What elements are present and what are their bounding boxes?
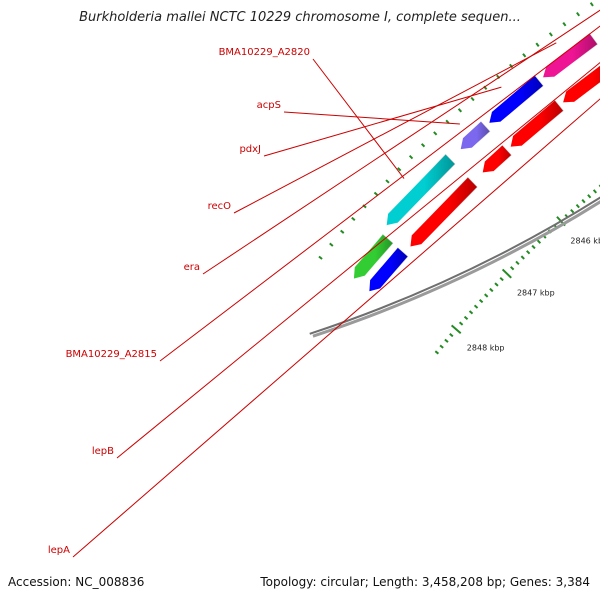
- gene-track-tick: [408, 155, 414, 160]
- gene-track-tick: [385, 179, 390, 184]
- backbone-line: [312, 200, 600, 338]
- minor-tick: [592, 189, 598, 194]
- minor-tick: [458, 321, 464, 326]
- minor-tick: [434, 350, 440, 355]
- minor-tick: [494, 282, 499, 287]
- outer-gene-arrow-shade: [353, 233, 394, 280]
- gene-track-tick: [509, 63, 514, 69]
- minor-tick: [444, 338, 449, 343]
- gene-track-tick: [535, 42, 540, 47]
- cds-arrow-shade: [482, 144, 512, 174]
- label-leader-line: [202, 9, 600, 275]
- gene-track-tick: [470, 96, 475, 102]
- gene-track-tick: [548, 32, 553, 37]
- cds-layer: [409, 64, 600, 248]
- label-leader-line: [233, 42, 557, 214]
- minor-tick: [478, 298, 484, 304]
- minor-tick: [531, 244, 536, 250]
- gene-track-tick: [457, 108, 463, 113]
- gene-label-acps[interactable]: acpS: [257, 100, 281, 111]
- backbone-line: [309, 196, 600, 335]
- minor-tick: [468, 310, 474, 315]
- label-leader-line: [159, 25, 600, 362]
- minor-tick: [473, 304, 479, 309]
- gene-label-era[interactable]: era: [184, 262, 200, 273]
- tick-label: 2846 kbp: [570, 237, 600, 246]
- gene-arrow-shade: [542, 32, 598, 78]
- gene-track-tick: [397, 167, 402, 172]
- gene-layer: [352, 32, 599, 293]
- minor-tick: [484, 293, 489, 298]
- gene-label-pdxj[interactable]: pdxJ: [239, 144, 261, 155]
- outer-gene-arrow-shade: [368, 247, 409, 292]
- minor-tick: [581, 198, 586, 204]
- gene-label-lepb[interactable]: lepB: [92, 446, 114, 457]
- minor-tick: [536, 239, 542, 244]
- gene-track-tick: [329, 242, 334, 247]
- major-tick: [501, 268, 512, 279]
- label-leader-line: [72, 98, 600, 558]
- minor-tick: [489, 287, 494, 293]
- minor-tick: [570, 208, 575, 214]
- gene-track-tick: [589, 2, 594, 7]
- cds-arrow-shade: [562, 65, 600, 103]
- backbone-layer: [309, 196, 600, 338]
- tick-label: 2848 kbp: [467, 343, 505, 352]
- minor-tick: [587, 194, 592, 199]
- gene-track-tick: [351, 216, 356, 222]
- minor-tick: [515, 260, 520, 265]
- cds-arrow-shade: [510, 99, 564, 148]
- map-title: Burkholderia mallei NCTC 10229 chromosom…: [79, 10, 521, 25]
- gene-track-tick: [420, 143, 426, 148]
- gene-label-bma10229_a2815[interactable]: BMA10229_A2815: [66, 349, 157, 360]
- minor-tick: [510, 266, 515, 271]
- gene-label-lepa[interactable]: lepA: [48, 545, 70, 556]
- label-layer: lepA lepB BMA10229_A2815 era recO pdxJ acpS BMA…: [48, 9, 600, 558]
- minor-tick: [449, 332, 454, 338]
- gene-arrow-shade: [488, 75, 544, 124]
- tick-layer: 2841 kbp2842 kbp2843 kbp2844 kbp2845 kbp…: [318, 2, 600, 355]
- gene-label-reco[interactable]: recO: [208, 201, 232, 212]
- minor-tick: [575, 203, 580, 209]
- gene-track-tick: [522, 53, 527, 58]
- label-leader-line: [263, 86, 502, 157]
- label-leader-line: [283, 111, 460, 125]
- gene-track-tick: [373, 191, 379, 196]
- cds-arrow-shade: [409, 176, 478, 248]
- gene-track-tick: [362, 204, 367, 209]
- accession-label: Accession: NC_008836: [6, 574, 147, 590]
- gene-track-tick: [576, 11, 581, 17]
- gene-arrow-shade: [386, 153, 456, 226]
- gene-track-tick: [562, 22, 567, 27]
- minor-tick: [499, 276, 504, 282]
- gene-arrow-shade: [460, 120, 491, 150]
- gene-track-tick: [340, 229, 345, 234]
- gene-track-tick: [318, 255, 323, 260]
- tick-label: 2847 kbp: [517, 288, 555, 297]
- minor-tick: [463, 315, 469, 320]
- gene-label-bma10229_a2820[interactable]: BMA10229_A2820: [219, 47, 310, 58]
- label-leader-line: [116, 61, 600, 459]
- topology-label: Topology: circular; Length: 3,458,208 bp…: [258, 574, 592, 590]
- minor-tick: [526, 250, 531, 255]
- gene-track-tick: [433, 131, 438, 136]
- minor-tick: [439, 344, 444, 349]
- label-leader-line: [312, 58, 405, 179]
- major-tick: [450, 324, 462, 334]
- minor-tick: [520, 255, 525, 260]
